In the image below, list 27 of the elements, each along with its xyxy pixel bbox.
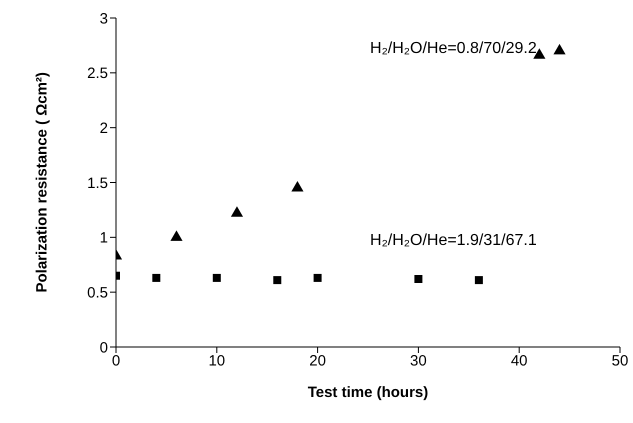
point [291,180,304,192]
y-tick-label: 3 [100,10,108,28]
point [314,274,322,282]
y-tick-label: 2.5 [87,65,108,82]
x-tick-label: 30 [410,352,427,370]
point [474,276,483,284]
x-tick-label: 20 [309,352,326,370]
series-label: H₂/H₂O/He=0.8/70/29.2 [370,40,537,58]
y-tick-label: 0 [100,339,108,356]
x-tick-label: 40 [510,352,528,370]
x-tick-label: 0 [112,352,120,370]
y-tick-label: 1.5 [87,174,108,192]
text: H₂/H₂O/He=1.9/31/67.1 [370,232,537,250]
point [170,230,183,241]
point [273,276,282,284]
x-tick-label: 10 [208,352,226,370]
y-tick-label: 1 [100,230,108,247]
y-axis-title: Polarization resistance ( Ωcm²) [33,72,50,292]
point [230,206,244,217]
point [152,274,160,282]
y-tick-label: 0.5 [87,284,108,302]
x-axis-title: Test time (hours) [308,384,428,401]
point [553,44,566,54]
y-tick-label: 2 [100,120,108,137]
point [414,275,422,284]
x-tick-label: 50 [612,352,628,370]
point [212,274,221,282]
